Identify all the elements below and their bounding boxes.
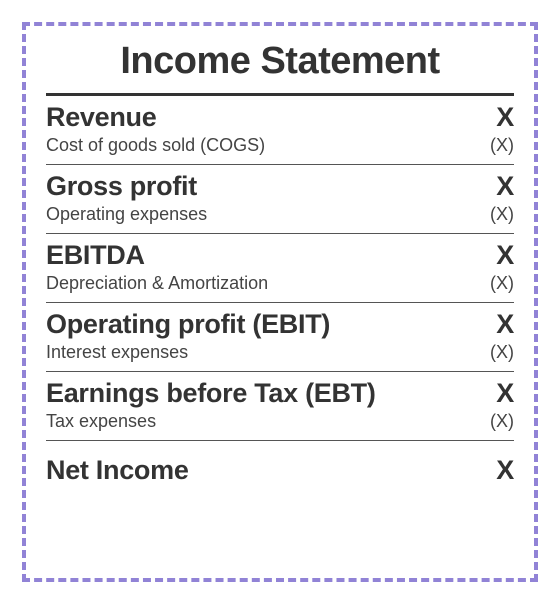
row-major: Revenue X (46, 96, 514, 133)
minor-value: (X) (490, 273, 514, 294)
section-4: Earnings before Tax (EBT) X Tax expenses… (46, 372, 514, 440)
row-major: Operating profit (EBIT) X (46, 303, 514, 340)
major-value: X (496, 309, 514, 340)
row-major: EBITDA X (46, 234, 514, 271)
minor-value: (X) (490, 411, 514, 432)
minor-label: Operating expenses (46, 204, 207, 225)
minor-label: Cost of goods sold (COGS) (46, 135, 265, 156)
minor-label: Interest expenses (46, 342, 188, 363)
minor-label: Depreciation & Amortization (46, 273, 268, 294)
major-label: Earnings before Tax (EBT) (46, 378, 376, 409)
major-value: X (496, 378, 514, 409)
major-label: Revenue (46, 102, 156, 133)
net-value: X (496, 455, 514, 486)
section-3: Operating profit (EBIT) X Interest expen… (46, 303, 514, 371)
row-minor: Interest expenses (X) (46, 340, 514, 371)
section-2: EBITDA X Depreciation & Amortization (X) (46, 234, 514, 302)
row-minor: Depreciation & Amortization (X) (46, 271, 514, 302)
section-0: Revenue X Cost of goods sold (COGS) (X) (46, 96, 514, 164)
major-label: Operating profit (EBIT) (46, 309, 330, 340)
income-statement-card: Income Statement Revenue X Cost of goods… (22, 22, 538, 582)
row-major: Gross profit X (46, 165, 514, 202)
major-value: X (496, 240, 514, 271)
major-value: X (496, 171, 514, 202)
section-1: Gross profit X Operating expenses (X) (46, 165, 514, 233)
net-income-row: Net Income X (46, 441, 514, 486)
card-title: Income Statement (46, 40, 514, 83)
major-value: X (496, 102, 514, 133)
row-major: Earnings before Tax (EBT) X (46, 372, 514, 409)
minor-value: (X) (490, 342, 514, 363)
major-label: EBITDA (46, 240, 145, 271)
major-label: Gross profit (46, 171, 197, 202)
minor-value: (X) (490, 135, 514, 156)
row-minor: Operating expenses (X) (46, 202, 514, 233)
net-label: Net Income (46, 455, 189, 486)
minor-label: Tax expenses (46, 411, 156, 432)
row-minor: Cost of goods sold (COGS) (X) (46, 133, 514, 164)
row-minor: Tax expenses (X) (46, 409, 514, 440)
minor-value: (X) (490, 204, 514, 225)
